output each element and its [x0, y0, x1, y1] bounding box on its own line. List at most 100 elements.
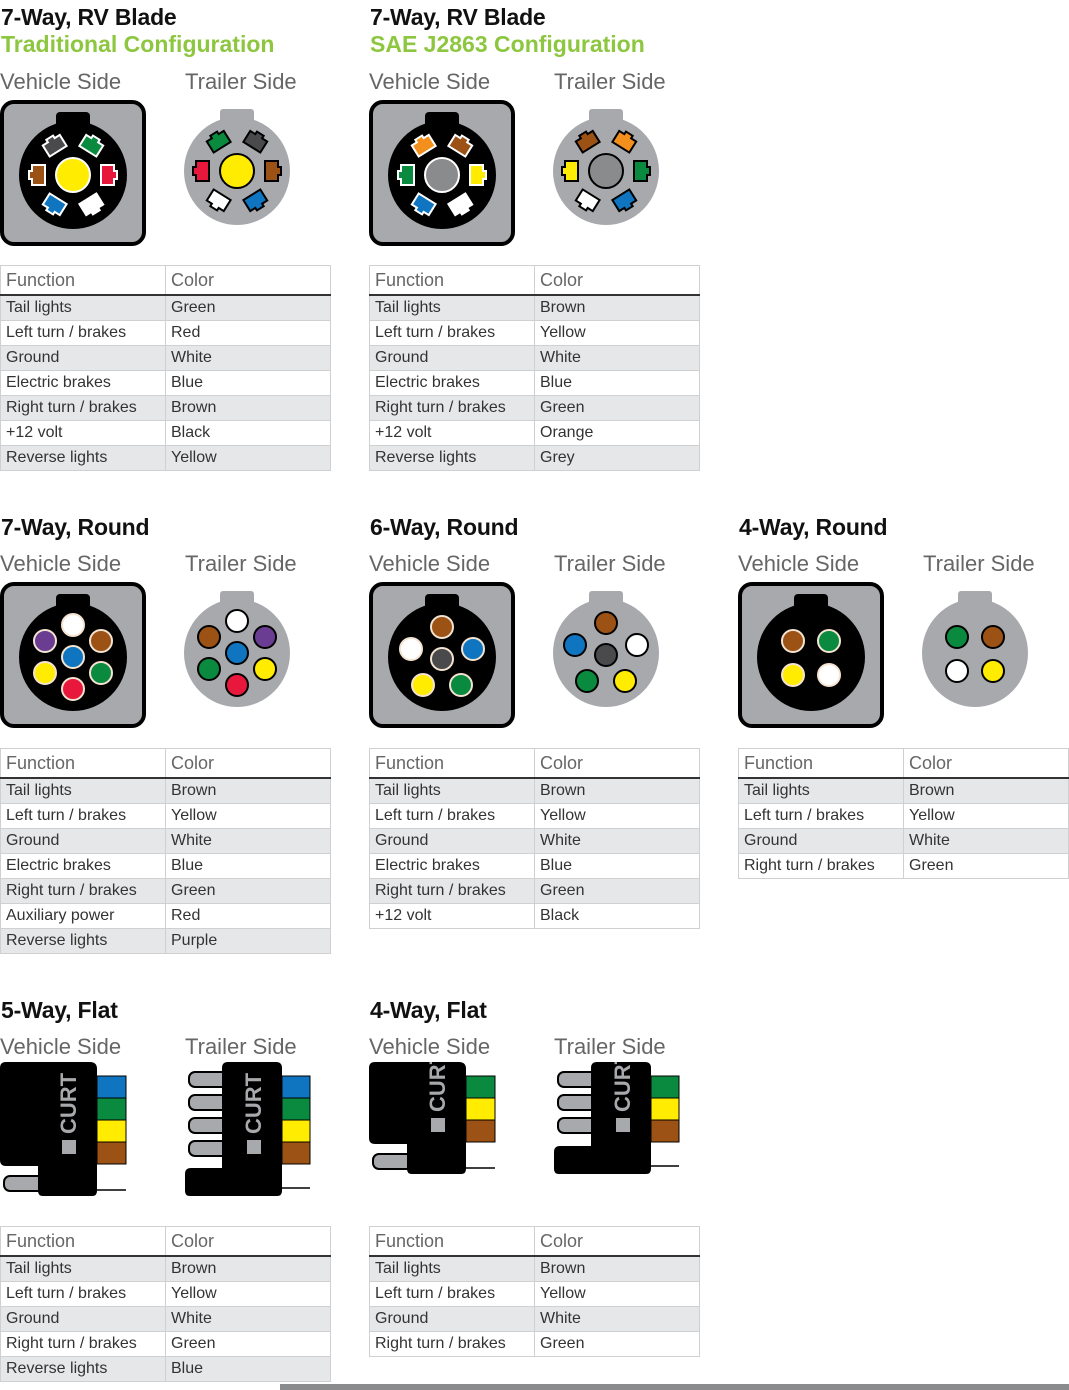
table-row: +12 volt Orange	[369, 420, 700, 446]
trailer-pin-tl	[574, 129, 602, 154]
function-cell: Electric brakes	[0, 853, 166, 879]
color-cell: Green	[165, 294, 331, 321]
vehicle-side-connector: CURT	[369, 1062, 496, 1174]
table-header: Function Color	[738, 748, 1069, 779]
wire-green	[281, 1097, 311, 1121]
trailer-side-label: Trailer Side	[554, 69, 666, 94]
table-row: Ground White	[369, 345, 700, 371]
curt-logo: CURT	[425, 1062, 450, 1112]
vehicle-pin-white	[399, 637, 423, 661]
panel-title: 6-Way, Round	[370, 514, 519, 540]
table-row: Left turn / brakes Yellow	[369, 803, 700, 829]
panel-title: 4-Way, Round	[739, 514, 888, 540]
vehicle-side-label: Vehicle Side	[738, 551, 860, 576]
function-header: Function	[738, 748, 904, 779]
color-cell: Green	[534, 878, 700, 904]
vehicle-pin-br	[77, 192, 105, 217]
trailer-plug	[553, 117, 659, 225]
wire-green	[650, 1075, 680, 1099]
table-header: Function Color	[0, 748, 331, 779]
color-cell: Brown	[165, 777, 331, 804]
vehicle-pin-white	[61, 613, 85, 637]
color-header: Color	[903, 748, 1069, 779]
vehicle-flat-connector	[0, 1062, 127, 1196]
curt-logo: CURT	[56, 1072, 81, 1134]
wire-brown	[650, 1119, 680, 1143]
function-header: Function	[369, 748, 535, 779]
table-header: Function Color	[0, 265, 331, 296]
trailer-pin-br	[241, 188, 269, 213]
function-cell: Left turn / brakes	[369, 1281, 535, 1307]
trailer-side-label: Trailer Side	[554, 1034, 666, 1059]
color-cell: Yellow	[534, 1281, 700, 1307]
trailer-pin-red	[225, 673, 249, 697]
color-header: Color	[165, 265, 331, 296]
trailer-pin-yellow	[981, 659, 1005, 683]
function-cell: Left turn / brakes	[0, 1281, 166, 1307]
table-row: Right turn / brakes Green	[369, 395, 700, 421]
table-row: Reverse lights Purple	[0, 928, 331, 954]
trailer-pin-green	[575, 669, 599, 693]
color-header: Color	[534, 265, 700, 296]
function-cell: +12 volt	[369, 903, 535, 929]
trailer-pin-brown	[594, 611, 618, 635]
wiring-table: Function Color Tail lights Brown Left turn /…	[0, 1226, 331, 1382]
table-row: Auxiliary power Red	[0, 903, 331, 929]
table-row: Right turn / brakes Green	[369, 1331, 700, 1357]
function-cell: Reverse lights	[369, 445, 535, 471]
color-header: Color	[165, 748, 331, 779]
trailer-pin-white	[625, 633, 649, 657]
color-cell: Brown	[534, 777, 700, 804]
color-cell: Yellow	[165, 1281, 331, 1307]
function-header: Function	[0, 748, 166, 779]
function-cell: Ground	[0, 345, 166, 371]
color-cell: Brown	[165, 1255, 331, 1282]
table-row: Left turn / brakes Red	[0, 320, 331, 346]
color-cell: Yellow	[534, 320, 700, 346]
color-cell: White	[165, 828, 331, 854]
trailer-pin-bl	[205, 188, 233, 213]
function-cell: Left turn / brakes	[369, 320, 535, 346]
curt-logo: CURT	[241, 1072, 266, 1134]
table-row: Left turn / brakes Yellow	[0, 803, 331, 829]
function-cell: Tail lights	[369, 294, 535, 321]
table-row: Reverse lights Yellow	[0, 445, 331, 471]
vehicle-pin-blue	[61, 645, 85, 669]
table-row: Tail lights Brown	[369, 294, 700, 321]
table-row: Tail lights Brown	[369, 1255, 700, 1282]
color-cell: Blue	[534, 853, 700, 879]
trailer-plug	[922, 599, 1028, 707]
function-cell: Tail lights	[369, 1255, 535, 1282]
function-cell: Left turn / brakes	[738, 803, 904, 829]
wire-green	[96, 1097, 127, 1121]
function-cell: Ground	[738, 828, 904, 854]
trailer-side-label: Trailer Side	[554, 551, 666, 576]
curt-logo-icon	[62, 1140, 76, 1154]
curt-logo-icon	[616, 1118, 630, 1132]
vehicle-pin-purple	[33, 629, 57, 653]
vehicle-side-label: Vehicle Side	[369, 551, 491, 576]
vehicle-pin-yellow	[781, 663, 805, 687]
vehicle-pin-green	[817, 629, 841, 653]
trailer-pin-yellow	[613, 669, 637, 693]
table-row: +12 volt Black	[369, 903, 700, 929]
color-cell: Grey	[534, 445, 700, 471]
table-row: Tail lights Brown	[0, 1255, 331, 1282]
trailer-pin-l	[192, 160, 210, 182]
color-cell: Blue	[165, 853, 331, 879]
bottom-scrollbar[interactable]	[280, 1384, 1069, 1390]
vehicle-pin-l	[28, 164, 46, 186]
table-row: Electric brakes Blue	[369, 853, 700, 879]
panel-title: 4-Way, Flat	[370, 997, 487, 1023]
trailer-pin-bl	[574, 188, 602, 213]
table-row: Tail lights Brown	[738, 777, 1069, 804]
function-cell: Right turn / brakes	[0, 878, 166, 904]
vehicle-pin-yellow	[411, 673, 435, 697]
vehicle-pin-tr	[446, 133, 474, 158]
trailer-plug	[184, 117, 290, 225]
vehicle-side-label: Vehicle Side	[0, 1034, 122, 1059]
wire-brown	[281, 1141, 311, 1165]
function-cell: Right turn / brakes	[369, 395, 535, 421]
vehicle-pin-r	[469, 164, 487, 186]
wiring-table: Function Color Tail lights Brown Left turn /…	[369, 1226, 700, 1357]
